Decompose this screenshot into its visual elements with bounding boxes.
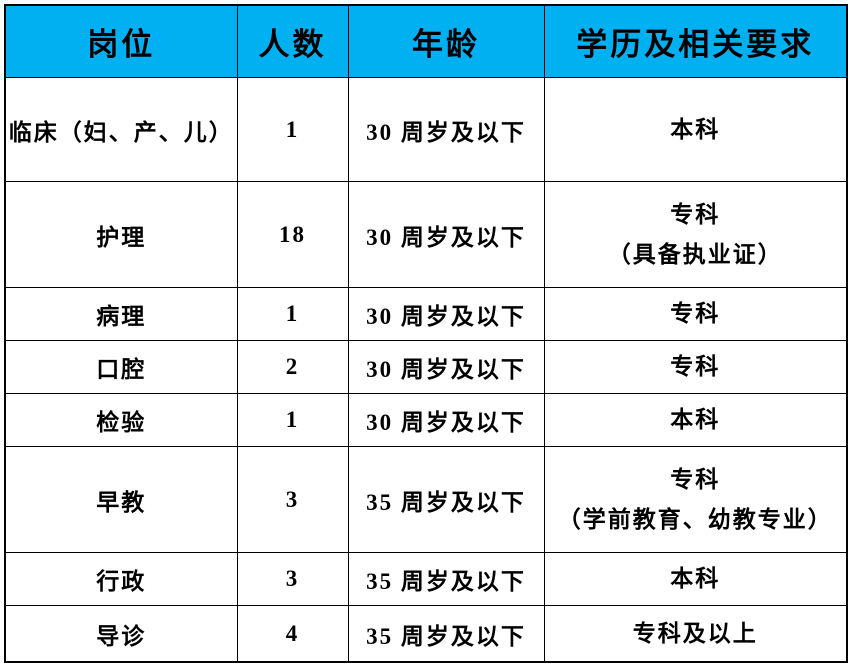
cell-age: 30 周岁及以下 [347, 76, 545, 183]
requirement-line: 专科 [670, 201, 721, 227]
cell-position: 行政 [4, 552, 238, 607]
cell-requirement: 本科 [543, 76, 848, 183]
requirement-line: 专科 [670, 466, 721, 492]
table-row: 行政 3 35 周岁及以下 本科 [4, 552, 848, 607]
cell-requirement: 专科及以上 [543, 605, 848, 663]
cell-count: 3 [236, 552, 349, 607]
requirement-line: 本科 [670, 566, 721, 592]
requirement-line: 专科 [670, 354, 721, 380]
cell-position: 早教 [4, 446, 238, 554]
cell-count: 1 [236, 287, 349, 342]
requirement-line: 本科 [670, 407, 721, 433]
cell-position: 口腔 [4, 340, 238, 395]
cell-count: 18 [236, 181, 349, 289]
recruitment-table: 岗位 人数 年龄 学历及相关要求 临床（妇、产、儿） 1 30 周岁及以下 本科… [4, 4, 848, 663]
table-row: 病理 1 30 周岁及以下 专科 [4, 287, 848, 342]
cell-requirement: 专科 [543, 287, 848, 342]
cell-requirement: 专科 （学前教育、幼教专业） [543, 446, 848, 554]
cell-requirement: 本科 [543, 552, 848, 607]
cell-age: 30 周岁及以下 [347, 287, 545, 342]
cell-count: 4 [236, 605, 349, 663]
cell-position: 病理 [4, 287, 238, 342]
table-row: 临床（妇、产、儿） 1 30 周岁及以下 本科 [4, 76, 848, 183]
cell-age: 35 周岁及以下 [347, 552, 545, 607]
cell-age: 35 周岁及以下 [347, 446, 545, 554]
cell-position: 护理 [4, 181, 238, 289]
requirement-line: 专科 [670, 301, 721, 327]
cell-count: 2 [236, 340, 349, 395]
column-header-requirement: 学历及相关要求 [543, 4, 848, 78]
table-header-row: 岗位 人数 年龄 学历及相关要求 [4, 4, 848, 78]
column-header-age: 年龄 [347, 4, 545, 78]
column-header-position: 岗位 [4, 4, 238, 78]
cell-position: 导诊 [4, 605, 238, 663]
requirement-line: （学前教育、幼教专业） [557, 506, 833, 532]
requirement-line: （具备执业证） [607, 241, 783, 267]
table-row: 早教 3 35 周岁及以下 专科 （学前教育、幼教专业） [4, 446, 848, 554]
cell-age: 35 周岁及以下 [347, 605, 545, 663]
requirement-line: 专科及以上 [632, 620, 758, 646]
table-body: 临床（妇、产、儿） 1 30 周岁及以下 本科 护理 18 30 周岁及以下 专… [4, 76, 848, 663]
cell-requirement: 本科 [543, 393, 848, 448]
cell-position: 检验 [4, 393, 238, 448]
requirement-line: 本科 [670, 116, 721, 142]
cell-count: 1 [236, 76, 349, 183]
cell-position: 临床（妇、产、儿） [4, 76, 238, 183]
cell-age: 30 周岁及以下 [347, 393, 545, 448]
cell-count: 1 [236, 393, 349, 448]
table-row: 检验 1 30 周岁及以下 本科 [4, 393, 848, 448]
cell-age: 30 周岁及以下 [347, 181, 545, 289]
table-row: 口腔 2 30 周岁及以下 专科 [4, 340, 848, 395]
cell-requirement: 专科 （具备执业证） [543, 181, 848, 289]
cell-count: 3 [236, 446, 349, 554]
table-row: 护理 18 30 周岁及以下 专科 （具备执业证） [4, 181, 848, 289]
cell-age: 30 周岁及以下 [347, 340, 545, 395]
table-row: 导诊 4 35 周岁及以下 专科及以上 [4, 605, 848, 663]
column-header-count: 人数 [236, 4, 349, 78]
cell-requirement: 专科 [543, 340, 848, 395]
